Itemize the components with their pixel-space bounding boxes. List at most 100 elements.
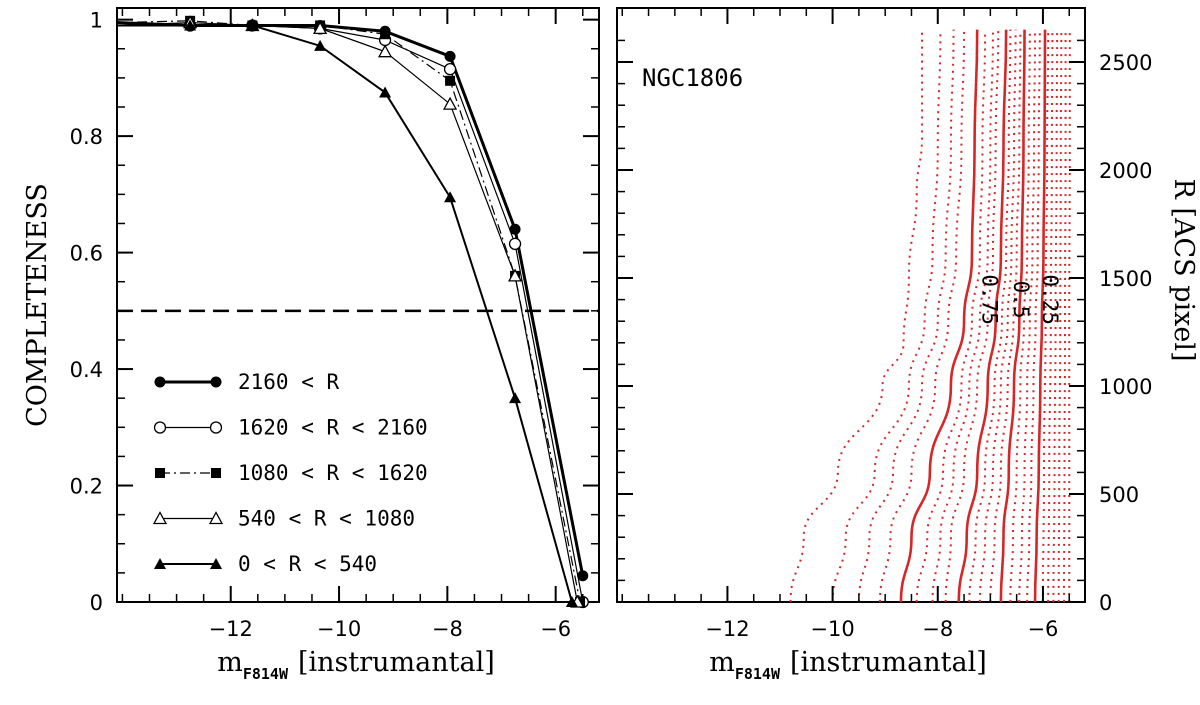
legend-entry-label: 2160 < R: [238, 370, 340, 394]
left-panel: −12 −10 −8 −6 0 0.2 0.4 0.6 0.8 1 2160 < R 1620 < …: [22, 7, 600, 683]
legend-marker: [154, 558, 166, 569]
contour-dotted: [789, 29, 923, 603]
left-y-tick-label: 0.4: [70, 358, 103, 382]
left-plot-frame: [116, 7, 600, 603]
left-x-tick-label: −10: [317, 617, 361, 641]
right-plot-frame: [616, 7, 1086, 603]
legend-entry-label: 0 < R < 540: [238, 552, 377, 576]
right-y-tick-label: 500: [1099, 483, 1139, 507]
contour-dotted: [831, 29, 942, 603]
data-point: [442, 96, 458, 110]
data-point: [246, 19, 259, 31]
legend-marker: [210, 376, 222, 388]
contour-solid: [999, 29, 1026, 603]
right-x-tick-label: −12: [705, 617, 749, 641]
right-x-axis-title-sub: F814W: [735, 665, 781, 683]
series-line: [116, 20, 581, 603]
contour-solid: [899, 29, 979, 603]
left-x-axis-title-sub: F814W: [243, 665, 289, 683]
legend-marker: [153, 421, 167, 434]
cluster-name-label: NGC1806: [642, 64, 743, 92]
contour-dotted: [1062, 29, 1067, 603]
contour-dotted: [878, 29, 966, 603]
contour-labels: 0.75 0.5 0.25: [977, 274, 1061, 325]
left-x-tick-label: −12: [209, 617, 253, 641]
data-point: [507, 268, 523, 282]
left-x-axis-title-rest: [instrumantal]: [298, 647, 495, 678]
data-point: [444, 191, 457, 203]
data-point: [312, 21, 328, 35]
series-line: [117, 24, 573, 603]
left-x-axis-title-main: m: [217, 647, 243, 678]
left-x-tick-label: −8: [432, 617, 463, 641]
legend-marker: [152, 511, 168, 525]
contour-dotted: [989, 29, 1022, 603]
right-y-tick-label: 1500: [1099, 267, 1152, 291]
legend-marker: [210, 558, 222, 569]
series-4: [117, 19, 578, 607]
right-x-tick-label: −8: [922, 617, 953, 641]
series-line: [116, 21, 578, 603]
right-axis-ticks: −12 −10 −8 −6 0 500 1000 1500 2000 2500: [617, 8, 1152, 641]
contour-dotted: [1041, 29, 1050, 603]
right-y-tick-label: 2000: [1099, 159, 1152, 183]
contour-dotted: [968, 29, 1012, 603]
right-panel: −12 −10 −8 −6 0 500 1000 1500 2000 2500 0.75 0.5 0.…: [616, 7, 1199, 683]
series-line: [116, 21, 585, 577]
legend-marker: [155, 468, 165, 478]
contour-dotted: [1057, 29, 1063, 603]
contour-label: 0.75: [977, 274, 1001, 325]
legend-marker: [211, 468, 221, 478]
right-y-tick-label: 1000: [1099, 375, 1152, 399]
right-x-axis-title-main: m: [709, 647, 735, 678]
contour-label: 0.25: [1038, 274, 1062, 325]
contour-solid: [957, 29, 1008, 603]
legend-entry-label: 1080 < R < 1620: [238, 461, 428, 485]
legend: 2160 < R 1620 < R < 2160 1080 < R < 1620 54…: [152, 370, 428, 576]
contour-dotted: [857, 29, 955, 603]
contour-dotted: [1047, 29, 1054, 603]
right-y-tick-label: 2500: [1099, 51, 1152, 75]
left-y-tick-label: 1: [90, 9, 103, 33]
right-y-tick-label: 0: [1099, 591, 1112, 615]
data-point: [380, 29, 391, 40]
data-point: [509, 392, 522, 404]
right-x-tick-label: −10: [810, 617, 854, 641]
contour-label: 0.5: [1009, 281, 1033, 319]
right-y-axis-title: R [ACS pixel]: [1168, 179, 1199, 362]
left-x-tick-label: −6: [540, 617, 571, 641]
series-0: [116, 19, 589, 582]
data-point: [184, 19, 197, 31]
data-point: [565, 596, 578, 607]
data-point: [443, 62, 457, 76]
left-axis-ticks: −12 −10 −8 −6 0 0.2 0.4 0.6 0.8 1: [70, 8, 599, 641]
data-point: [377, 44, 393, 58]
left-y-tick-label: 0: [90, 591, 103, 615]
left-y-tick-label: 0.2: [70, 475, 103, 499]
right-x-axis-title: mF814W [instrumantal]: [709, 647, 987, 683]
data-point: [508, 237, 522, 251]
right-x-axis-title-rest: [instrumantal]: [790, 647, 987, 678]
left-y-tick-label: 0.6: [70, 242, 103, 266]
data-point: [445, 75, 456, 86]
contour-dotted: [1068, 29, 1071, 602]
completeness-contours: [789, 29, 1071, 603]
legend-marker: [209, 421, 223, 434]
left-y-tick-label: 0.8: [70, 125, 103, 149]
legend-marker: [154, 376, 166, 388]
data-point: [444, 50, 456, 62]
left-y-axis-title: COMPLETENESS: [22, 183, 53, 427]
data-point: [509, 223, 521, 235]
contour-dotted: [978, 29, 1017, 603]
legend-entry-label: 540 < R < 1080: [238, 507, 415, 531]
left-series-group: [116, 15, 589, 609]
right-x-tick-label: −6: [1027, 617, 1058, 641]
contour-dotted: [1052, 29, 1059, 603]
contour-solid: [1033, 29, 1047, 603]
legend-entry-label: 1620 < R < 2160: [238, 416, 428, 440]
legend-marker: [208, 511, 224, 525]
data-point: [577, 570, 589, 582]
left-x-axis-title: mF814W [instrumantal]: [217, 647, 495, 683]
data-point: [379, 86, 392, 98]
